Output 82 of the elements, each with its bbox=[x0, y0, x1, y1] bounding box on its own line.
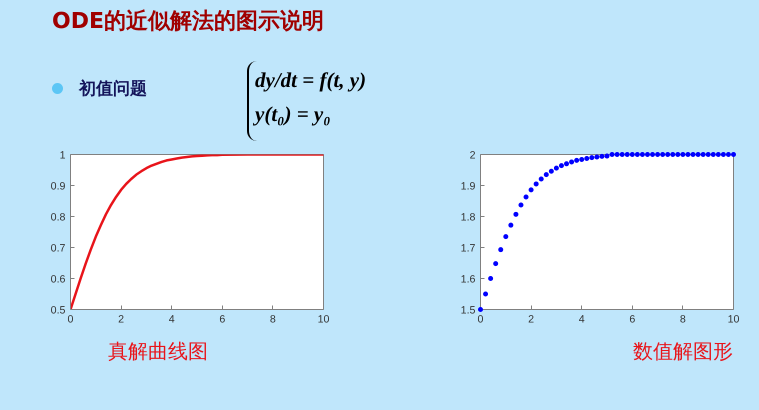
point bbox=[544, 172, 549, 178]
point bbox=[528, 187, 534, 192]
point bbox=[696, 152, 701, 157]
point bbox=[524, 194, 529, 200]
point bbox=[498, 247, 504, 252]
point bbox=[690, 152, 696, 157]
point bbox=[630, 152, 635, 157]
point bbox=[670, 152, 676, 157]
y-tick-label: 0.9 bbox=[50, 180, 66, 192]
point bbox=[716, 152, 721, 157]
point bbox=[665, 152, 670, 157]
point bbox=[574, 158, 580, 163]
point bbox=[599, 154, 604, 159]
text: 数值解图形 bbox=[633, 338, 733, 365]
point bbox=[614, 152, 620, 157]
point bbox=[700, 152, 706, 157]
x-tick-label: 8 bbox=[270, 314, 276, 326]
x-tick-label: 10 bbox=[318, 314, 330, 326]
point bbox=[558, 163, 564, 168]
y-tick-label: 1.8 bbox=[460, 212, 476, 224]
point bbox=[655, 152, 660, 157]
point bbox=[584, 156, 590, 162]
x-tick-label: 4 bbox=[578, 314, 585, 326]
x-tick-label: 2 bbox=[118, 314, 124, 326]
x-tick-label: 10 bbox=[728, 314, 740, 326]
x-tick-label: 6 bbox=[219, 314, 226, 326]
point bbox=[624, 152, 630, 157]
point bbox=[564, 161, 570, 166]
point bbox=[604, 154, 610, 159]
point bbox=[640, 152, 645, 157]
point bbox=[478, 307, 483, 312]
point bbox=[534, 181, 539, 186]
y-tick-label: 1.9 bbox=[460, 180, 476, 192]
point bbox=[548, 168, 554, 174]
y-tick-label: 1.5 bbox=[460, 304, 476, 316]
y-tick-label: 1 bbox=[60, 150, 66, 162]
x-tick-label: 4 bbox=[168, 314, 175, 326]
point bbox=[685, 152, 690, 157]
point bbox=[508, 222, 514, 228]
point bbox=[483, 292, 488, 296]
point bbox=[660, 152, 666, 157]
point bbox=[620, 152, 625, 157]
text: y(t₀) = y₀ bbox=[255, 101, 332, 128]
chart-title: ODE的近似解法的图示说明 bbox=[52, 8, 324, 36]
point bbox=[650, 152, 656, 157]
line-series bbox=[70, 154, 324, 310]
point bbox=[503, 234, 508, 240]
y-tick-label: 1.6 bbox=[460, 274, 476, 286]
point bbox=[644, 152, 650, 157]
x-tick-label: 0 bbox=[478, 314, 484, 326]
y-tick-label: 0.6 bbox=[50, 274, 66, 286]
point bbox=[493, 261, 498, 266]
y-tick-label: 2 bbox=[470, 150, 476, 162]
x-tick-label: 2 bbox=[528, 314, 534, 326]
point bbox=[706, 152, 711, 157]
x-tick-label: 6 bbox=[629, 314, 636, 326]
y-tick-label: 0.7 bbox=[50, 242, 66, 254]
y-tick-label: 0.8 bbox=[50, 212, 66, 224]
point bbox=[589, 155, 594, 160]
point bbox=[610, 152, 615, 157]
point bbox=[518, 202, 524, 208]
point bbox=[634, 152, 640, 157]
point bbox=[488, 276, 494, 281]
point bbox=[710, 152, 716, 157]
x-tick-label: 8 bbox=[680, 314, 686, 326]
point bbox=[731, 152, 736, 157]
point bbox=[569, 159, 574, 164]
point bbox=[675, 152, 680, 157]
point bbox=[579, 156, 584, 162]
point bbox=[594, 154, 600, 160]
point bbox=[720, 152, 726, 157]
x-tick-label: 0 bbox=[68, 314, 74, 326]
y-tick-label: 0.5 bbox=[50, 304, 66, 316]
text: 初值问题 bbox=[78, 78, 147, 101]
point bbox=[726, 152, 731, 157]
point bbox=[538, 176, 544, 182]
point bbox=[554, 166, 559, 171]
text: 真解曲线图 bbox=[108, 338, 208, 365]
point bbox=[680, 152, 686, 157]
text: dy/dt = f(t, y) bbox=[255, 67, 366, 94]
y-tick-label: 1.7 bbox=[460, 242, 476, 254]
point bbox=[513, 212, 518, 217]
